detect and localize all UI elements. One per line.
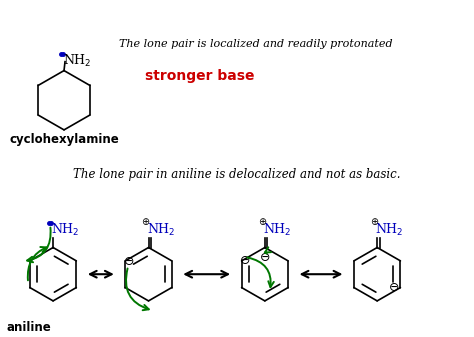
Text: NH$_2$: NH$_2$ — [63, 53, 91, 69]
Text: ⊕: ⊕ — [370, 217, 378, 227]
Text: ⊖: ⊖ — [260, 251, 270, 264]
Text: NH$_2$: NH$_2$ — [146, 222, 175, 238]
Text: aniline: aniline — [6, 321, 51, 334]
Text: ⊕: ⊕ — [141, 217, 150, 227]
Text: ⊖: ⊖ — [389, 281, 400, 294]
Text: cyclohexylamine: cyclohexylamine — [9, 133, 119, 146]
Text: ⊕: ⊕ — [258, 217, 266, 227]
Text: NH$_2$: NH$_2$ — [51, 222, 80, 238]
Text: The lone pair is localized and readily protonated: The lone pair is localized and readily p… — [118, 39, 392, 49]
Text: NH$_2$: NH$_2$ — [375, 222, 404, 238]
Text: The lone pair in aniline is delocalized and not as basic.: The lone pair in aniline is delocalized … — [73, 168, 401, 181]
Text: ⊖: ⊖ — [124, 255, 135, 268]
Text: NH$_2$: NH$_2$ — [263, 222, 292, 238]
Text: ⊖: ⊖ — [240, 254, 251, 267]
Text: ⊕: ⊕ — [130, 260, 131, 261]
Text: stronger base: stronger base — [146, 68, 255, 83]
